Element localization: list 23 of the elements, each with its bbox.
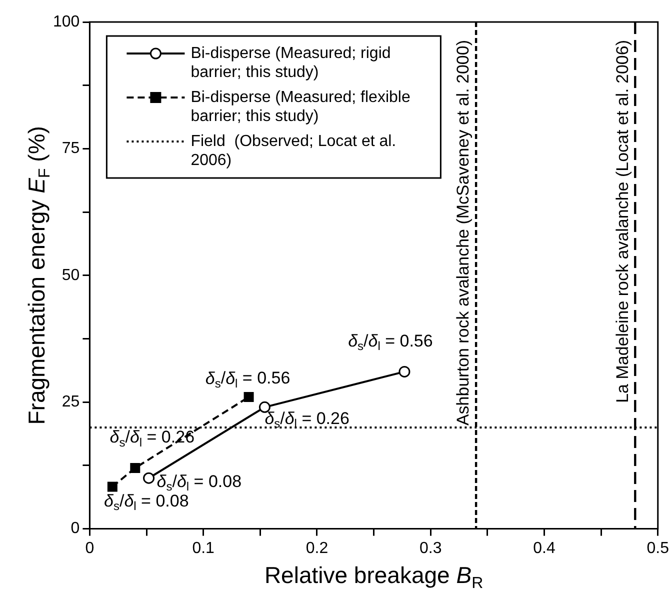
y-tick-label: 100: [52, 13, 80, 30]
point: [107, 482, 118, 492]
point: [244, 392, 254, 402]
ref-line-label: La Madeleine rock avalanche (Locat et al. 2006): [612, 40, 632, 403]
legend-label: Field (Observed; Locat et al. 2006): [190, 132, 396, 169]
x-tick-label: 0.2: [306, 540, 328, 557]
ref-line-label: Ashburton rock avalanche (McSaveney et al. 2000): [454, 40, 473, 426]
point: [258, 401, 270, 413]
y-tick-label: 75: [62, 140, 80, 158]
point: [143, 472, 155, 484]
legend-label: Bi-disperse (Measured; rigid barrier; this study): [190, 44, 391, 81]
x-tick-label: 0.5: [646, 540, 670, 557]
x-tick-label: 0.1: [192, 540, 215, 557]
x-tick-label: 0.3: [419, 540, 442, 557]
y-tick-label: 0: [70, 520, 80, 538]
point: [130, 462, 140, 473]
y-axis-title: Fragmentation energy EF (%): [23, 126, 54, 425]
legend-label: Bi-disperse (Measured; flexible barrier; this study): [190, 88, 410, 125]
y-tick-label: 50: [62, 266, 80, 284]
y-tick-label: 25: [62, 394, 80, 411]
point: [398, 366, 410, 378]
x-tick-label: 0.4: [533, 540, 556, 557]
x-tick-label: 0: [85, 540, 94, 557]
